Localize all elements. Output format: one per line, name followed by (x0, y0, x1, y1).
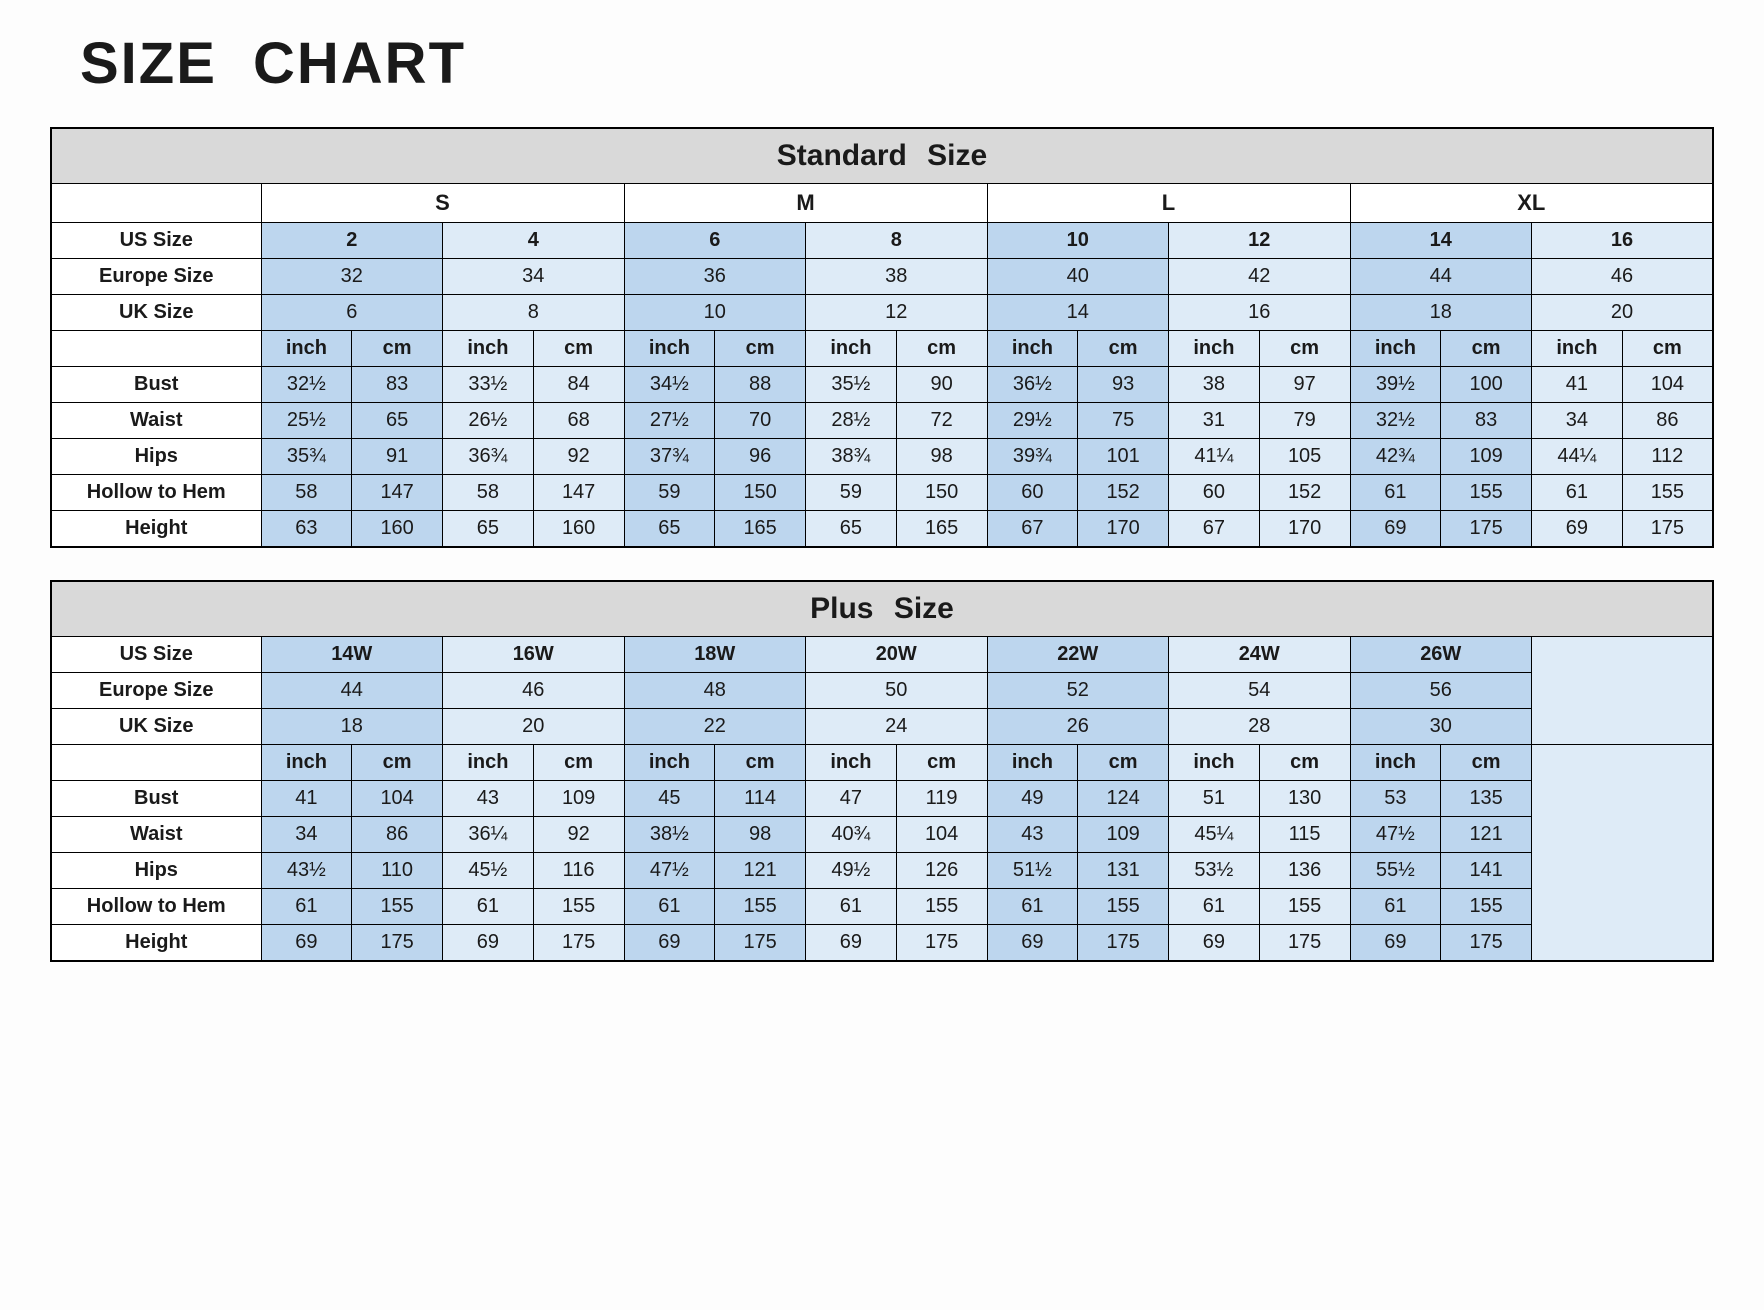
table-cell: 38 (806, 259, 988, 295)
table-cell: 44 (1350, 259, 1532, 295)
table-cell: 36 (624, 259, 806, 295)
plus-heading: Plus Size (51, 581, 1713, 637)
table-cell: 34 (443, 259, 625, 295)
table-cell: 32 (261, 259, 443, 295)
size-group: S (261, 184, 624, 223)
table-cell: 2 (261, 223, 443, 259)
table-cell: 12 (806, 295, 988, 331)
table-cell: 16 (1169, 295, 1351, 331)
table-cell: 52 (987, 673, 1169, 709)
plus-size-table: Plus SizeUS Size14W16W18W20W22W24W26WEur… (50, 580, 1714, 962)
table-cell: 20 (1532, 295, 1714, 331)
table-cell: 20W (806, 637, 988, 673)
table-cell: 28 (1169, 709, 1351, 745)
table-cell: 40 (987, 259, 1169, 295)
table-cell: 4 (443, 223, 625, 259)
table-cell: 14 (1350, 223, 1532, 259)
table-cell: 6 (261, 295, 443, 331)
size-group: XL (1350, 184, 1713, 223)
table-cell: 16W (443, 637, 625, 673)
tables-container: Standard SizeSMLXLUS Size246810121416Eur… (50, 127, 1714, 962)
table-cell: 10 (624, 295, 806, 331)
table-cell: 18 (1350, 295, 1532, 331)
table-cell: 48 (624, 673, 806, 709)
filler (1532, 745, 1714, 962)
table-cell: 8 (806, 223, 988, 259)
table-cell: 14 (987, 295, 1169, 331)
table-cell: 22 (624, 709, 806, 745)
table-cell: 42 (1169, 259, 1351, 295)
table-cell: 26 (987, 709, 1169, 745)
table-cell: 16 (1532, 223, 1714, 259)
table-cell: 6 (624, 223, 806, 259)
table-cell: 22W (987, 637, 1169, 673)
size-group: M (624, 184, 987, 223)
table-cell: 8 (443, 295, 625, 331)
table-cell: 18W (624, 637, 806, 673)
table-cell: 46 (443, 673, 625, 709)
table-cell: 24W (1169, 637, 1351, 673)
page-title: SIZE CHART (80, 30, 1714, 97)
table-cell: 12 (1169, 223, 1351, 259)
table-cell: 56 (1350, 673, 1532, 709)
table-cell: 24 (806, 709, 988, 745)
table-cell: 44 (261, 673, 443, 709)
table-cell: 26W (1350, 637, 1532, 673)
table-cell: 20 (443, 709, 625, 745)
table-cell: 30 (1350, 709, 1532, 745)
table-cell: 54 (1169, 673, 1351, 709)
standard-heading: Standard Size (51, 128, 1713, 184)
table-cell: 14W (261, 637, 443, 673)
table-cell: 46 (1532, 259, 1714, 295)
standard-size-table: Standard SizeSMLXLUS Size246810121416Eur… (50, 127, 1714, 548)
table-cell: 18 (261, 709, 443, 745)
table-cell: 10 (987, 223, 1169, 259)
table-cell: 50 (806, 673, 988, 709)
size-group: L (987, 184, 1350, 223)
filler (1532, 637, 1714, 745)
